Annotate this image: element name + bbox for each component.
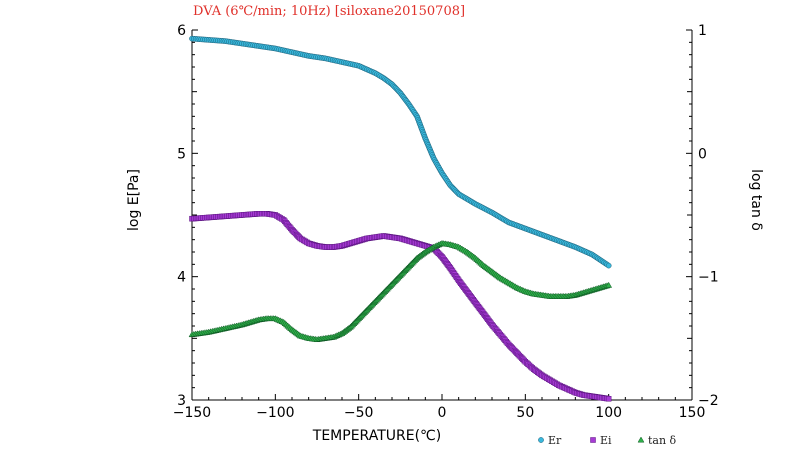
legend-marker <box>590 437 596 443</box>
x-tick-label: 0 <box>438 405 447 421</box>
legend-label: Ei <box>600 434 612 447</box>
y-tick-label: 4 <box>177 270 186 286</box>
y-tick-label: 6 <box>177 23 186 39</box>
legend-marker <box>637 436 645 443</box>
y-tick-label: 3 <box>177 393 186 409</box>
axes: −150 −100 −50 0 50 100 150 3 4 5 6 −2 −1 0 1 TEMPERATUR… <box>126 23 764 444</box>
data-series <box>188 35 613 402</box>
series-ei <box>189 211 612 402</box>
legend: Er Ei tan δ <box>538 434 677 447</box>
x-tick-label: 50 <box>516 405 534 421</box>
chart-title: DVA (6℃/min; 10Hz) [siloxane20150708] <box>193 4 466 19</box>
y-tick-label: 5 <box>177 146 186 162</box>
y2-tick-label: 1 <box>698 23 707 39</box>
y2-axis-label: log tan δ <box>748 169 764 231</box>
series-er <box>189 35 612 269</box>
x-tick-label: −150 <box>173 405 211 421</box>
y-axis-label: log E[Pa] <box>126 169 142 231</box>
x-axis-label: TEMPERATURE(℃) <box>312 428 441 444</box>
data-point <box>605 281 613 288</box>
y2-tick-label: 0 <box>698 146 707 162</box>
y2-tick-label: −1 <box>698 270 719 286</box>
x-tick-label: −50 <box>344 405 374 421</box>
series-tan-δ <box>188 239 613 343</box>
legend-marker <box>538 437 544 443</box>
data-point <box>605 396 612 402</box>
y2-tick-label: −2 <box>698 393 719 409</box>
x-tick-label: 150 <box>679 405 706 421</box>
x-tick-label: −100 <box>256 405 294 421</box>
legend-label: tan δ <box>648 434 677 447</box>
x-tick-label: 100 <box>595 405 622 421</box>
legend-label: Er <box>548 434 562 447</box>
data-point <box>605 262 612 269</box>
